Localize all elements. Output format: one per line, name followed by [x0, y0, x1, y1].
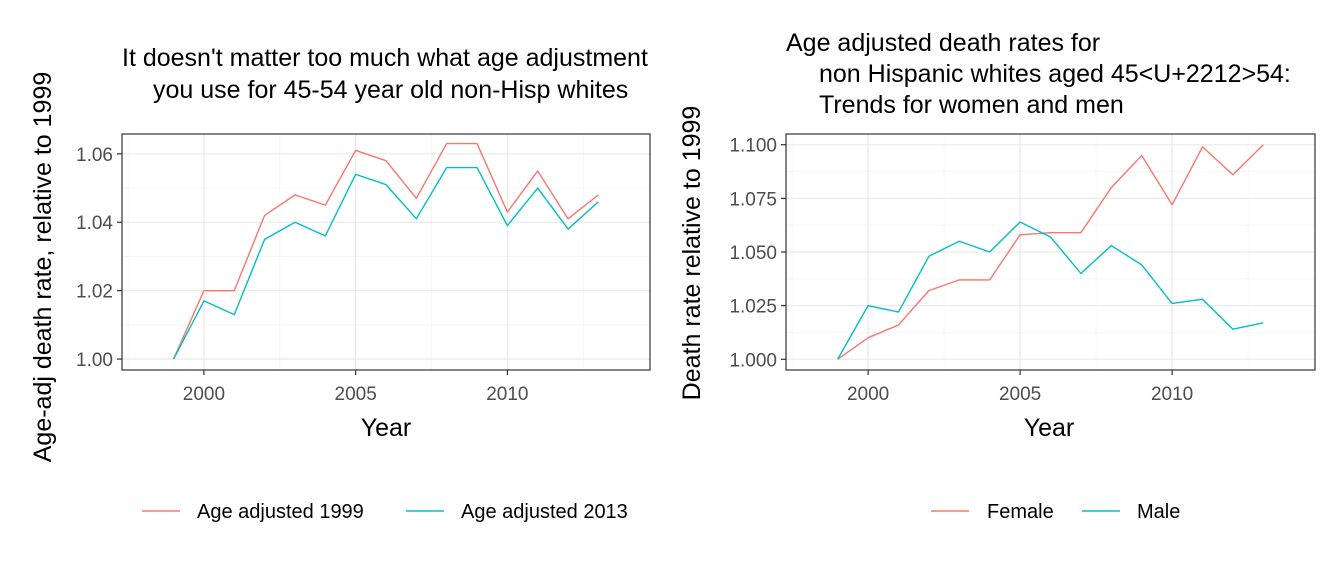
- x-tick-label: 2000: [183, 384, 225, 405]
- series-line-1: [837, 144, 1264, 360]
- x-axis-title: Year: [361, 414, 412, 442]
- chart-title-line-3: Trends for women and men: [819, 91, 1124, 119]
- y-tick-label: 1.02: [76, 282, 113, 303]
- y-tick-label: 1.06: [76, 145, 113, 166]
- series-line-1: [172, 142, 599, 360]
- x-tick-label: 2005: [335, 384, 377, 405]
- y-axis-title: Age-adj death rate, relative to 1999: [29, 72, 57, 463]
- y-tick-label: 1.00: [76, 350, 113, 371]
- chart-left: It doesn't matter too much what age adju…: [29, 44, 651, 523]
- axis-ticks: 2000 2005 2010 1.00 1.02 1.04 1.06: [76, 145, 529, 405]
- x-tick-label: 2005: [999, 384, 1041, 405]
- panel-border: [121, 133, 651, 371]
- y-tick-label: 1.04: [76, 213, 113, 234]
- y-tick-label: 1.025: [729, 297, 777, 318]
- chart-title-line-2: non Hispanic whites aged 45<U+2212>54:: [819, 60, 1291, 88]
- legend-label-1: Female: [987, 501, 1054, 523]
- x-axis-title: Year: [1024, 414, 1075, 442]
- legend: Age adjusted 1999 Age adjusted 2013: [142, 501, 628, 523]
- chart-title-line-1: Age adjusted death rates for: [786, 29, 1100, 57]
- legend: Female Male: [931, 501, 1180, 523]
- legend-label-1: Age adjusted 1999: [197, 501, 364, 523]
- chart-title-line-1: It doesn't matter too much what age adju…: [122, 44, 648, 72]
- series-line-2: [172, 166, 599, 360]
- y-axis-title: Death rate relative to 1999: [678, 106, 706, 401]
- grid: [122, 134, 650, 370]
- legend-label-2: Age adjusted 2013: [461, 501, 628, 523]
- plot-lines: [837, 144, 1264, 360]
- chart-right: Age adjusted death rates for non Hispani…: [678, 29, 1316, 523]
- y-tick-label: 1.075: [729, 189, 777, 210]
- y-tick-label: 1.050: [729, 243, 777, 264]
- legend-label-2: Male: [1137, 501, 1180, 523]
- axis-ticks: 2000 2005 2010 1.000 1.025 1.050 1.075 1.100: [729, 136, 1193, 405]
- grid: [786, 134, 1315, 370]
- series-line-2: [837, 221, 1264, 360]
- y-tick-label: 1.100: [729, 136, 777, 157]
- y-tick-label: 1.000: [729, 350, 777, 371]
- x-tick-label: 2010: [486, 384, 528, 405]
- x-tick-label: 2000: [847, 384, 889, 405]
- chart-title-line-2: you use for 45-54 year old non-Hisp whit…: [153, 76, 628, 104]
- x-tick-label: 2010: [1151, 384, 1193, 405]
- plot-lines: [172, 142, 599, 360]
